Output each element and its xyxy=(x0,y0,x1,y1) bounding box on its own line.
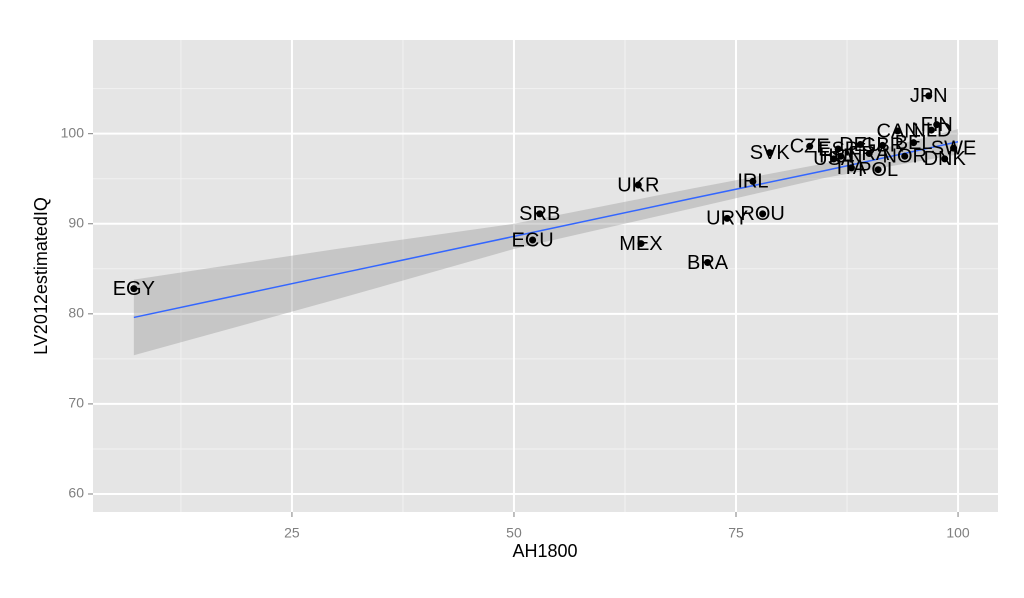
point-label: UKR xyxy=(617,174,659,196)
point xyxy=(837,152,845,160)
point-label: POL xyxy=(858,159,898,181)
point xyxy=(723,214,731,222)
y-axis-title: LV2012estimatedIQ xyxy=(31,197,51,355)
y-tick-label: 80 xyxy=(68,305,84,321)
point xyxy=(865,149,873,157)
point xyxy=(941,155,949,163)
point xyxy=(536,210,544,218)
point xyxy=(766,149,774,157)
point-label: BRA xyxy=(687,252,729,274)
point xyxy=(901,152,909,160)
point xyxy=(856,140,864,148)
point-label: SVK xyxy=(750,142,791,164)
point-label: HUN xyxy=(819,145,862,167)
point-label: DEU xyxy=(839,134,881,156)
point-label: ECU xyxy=(512,229,554,251)
x-tick-label: 25 xyxy=(284,525,300,541)
point xyxy=(847,164,855,172)
point-label: ITA xyxy=(837,157,867,179)
point-label: FRA xyxy=(849,143,890,165)
point xyxy=(927,126,935,134)
x-axis-title: AH1800 xyxy=(512,541,577,561)
point-label: CZE xyxy=(790,136,830,158)
point xyxy=(894,127,902,135)
point-label: URY xyxy=(706,208,748,230)
point-label: USA xyxy=(813,148,855,170)
point-label: IRL xyxy=(737,171,768,193)
point xyxy=(130,285,138,293)
y-tick-label: 90 xyxy=(68,214,84,230)
point xyxy=(950,144,958,152)
point-label: CAN xyxy=(877,120,919,142)
point xyxy=(759,210,767,218)
point-label: BEL xyxy=(895,132,933,154)
point xyxy=(933,121,941,129)
point-label: SRB xyxy=(519,203,560,225)
point-label: SWE xyxy=(931,137,977,159)
point xyxy=(879,141,887,149)
x-tick-label: 75 xyxy=(728,525,744,541)
point-label: GBR xyxy=(861,135,904,157)
point xyxy=(749,177,757,185)
point xyxy=(529,236,537,244)
point-label: ROU xyxy=(740,203,784,225)
point xyxy=(806,142,814,150)
point xyxy=(910,139,918,147)
y-tick-label: 70 xyxy=(68,395,84,411)
point-label: MEX xyxy=(619,233,662,255)
point xyxy=(834,145,842,153)
point-label: FIN xyxy=(921,114,953,136)
point-label: JPN xyxy=(910,85,948,107)
point-label: ESP xyxy=(818,138,858,160)
point xyxy=(874,166,882,174)
point-label: NOR xyxy=(883,145,927,167)
x-tick-label: 50 xyxy=(506,525,522,541)
fit-line xyxy=(133,141,959,319)
x-tick-label: 100 xyxy=(946,525,970,541)
point xyxy=(704,258,712,266)
point xyxy=(830,155,838,163)
point xyxy=(925,92,933,100)
y-tick-label: 60 xyxy=(68,485,84,501)
point-label: EGY xyxy=(113,278,155,300)
point xyxy=(634,181,642,189)
point-label: NLD xyxy=(911,119,951,141)
point-label: DNK xyxy=(924,148,967,170)
point xyxy=(637,240,645,248)
y-tick-label: 100 xyxy=(61,124,85,140)
